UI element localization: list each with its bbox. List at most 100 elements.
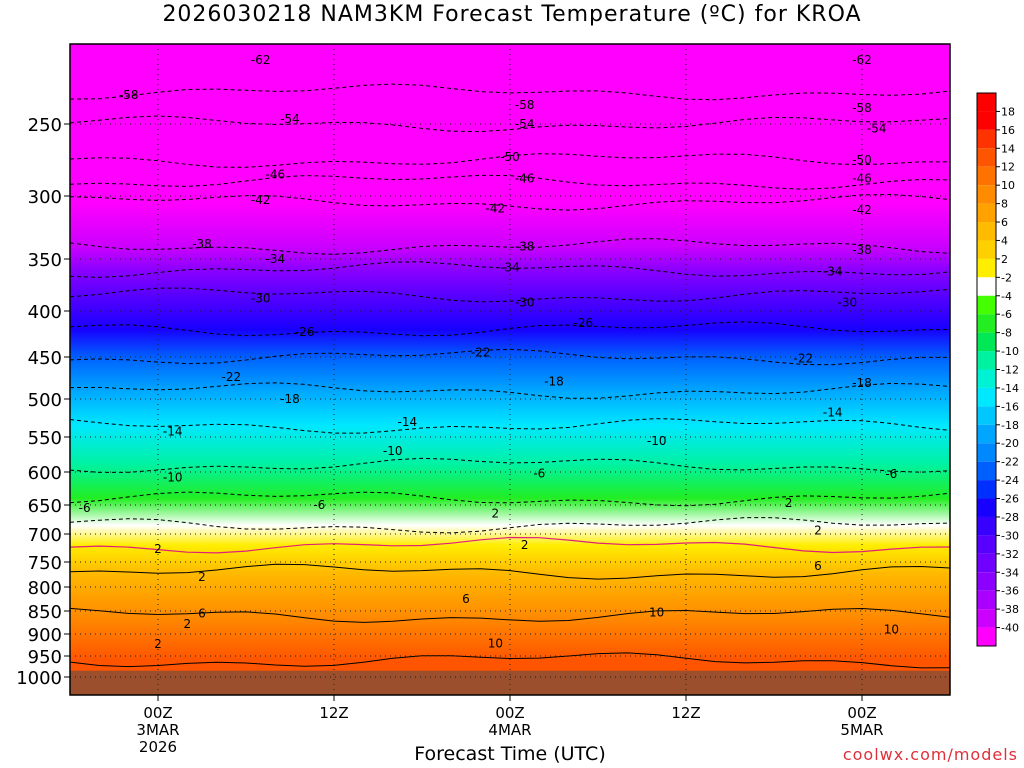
contour-label: -46 xyxy=(515,172,535,186)
y-tick-label: 650 xyxy=(28,496,62,517)
isotherm-line xyxy=(70,153,950,168)
colorbar-swatch xyxy=(977,627,996,646)
credit-link[interactable]: coolwx.com/models xyxy=(842,745,1018,764)
contour-label: -54 xyxy=(515,117,535,131)
contour-label: 2 xyxy=(184,617,192,631)
contour-label: 2 xyxy=(785,496,793,510)
colorbar-swatch xyxy=(977,111,996,130)
colorbar: 18 16 14 12 10 8 6 4 2 -2 -4 -6 -8 -10 -12 -14 -16 -18 -20… xyxy=(976,92,1019,647)
contour-label: -42 xyxy=(251,193,271,207)
colorbar-swatch xyxy=(977,424,996,444)
colorbar-label: 2 xyxy=(1001,253,1008,266)
colorbar-swatch xyxy=(977,387,996,407)
contour-label: -30 xyxy=(838,296,858,310)
plot-area: -62 -62-58-58 -58-54 -54 -54-50 -50-46 -46 -46-… xyxy=(69,43,951,696)
colorbar-swatch xyxy=(977,516,996,536)
y-tick-label: 750 xyxy=(28,553,62,574)
isotherm-line xyxy=(70,536,950,554)
contour-label: -42 xyxy=(486,202,506,216)
x-tick-label: 4MAR xyxy=(488,721,531,739)
colorbar-label: -10 xyxy=(1001,345,1019,358)
contour-label: -14 xyxy=(163,425,183,439)
y-tick-label: 800 xyxy=(28,578,62,599)
colorbar-swatch xyxy=(977,590,996,610)
isotherm-line xyxy=(70,517,950,534)
colorbar-swatch xyxy=(977,240,996,259)
colorbar-label: 4 xyxy=(1001,234,1008,247)
contour-label: -18 xyxy=(280,392,300,406)
x-axis-title: Forecast Time (UTC) xyxy=(414,743,606,765)
y-tick-label: 450 xyxy=(28,348,62,369)
contour-label: -46 xyxy=(852,172,872,186)
colorbar-swatch xyxy=(977,332,996,352)
contour-label: -62 xyxy=(852,53,872,67)
colorbar-label: -34 xyxy=(1001,566,1019,579)
colorbar-label: -30 xyxy=(1001,529,1019,542)
contour-label: -26 xyxy=(574,316,594,330)
colorbar-swatch xyxy=(977,166,996,186)
contour-label: -58 xyxy=(515,98,535,112)
colorbar-label: 18 xyxy=(1001,105,1015,118)
contour-label: 2 xyxy=(154,542,162,556)
colorbar-label: -22 xyxy=(1001,456,1019,469)
contour-label: -62 xyxy=(251,53,271,67)
contour-label: -10 xyxy=(647,434,667,448)
colorbar-swatch xyxy=(977,129,996,149)
colorbar-label: -40 xyxy=(1001,622,1019,635)
contour-label: -10 xyxy=(163,470,183,484)
isotherm-line xyxy=(70,457,950,473)
colorbar-label: -18 xyxy=(1001,419,1019,432)
colorbar-label: -6 xyxy=(1001,308,1012,321)
colorbar-swatch xyxy=(977,314,996,333)
isotherm-line xyxy=(70,287,950,303)
colorbar-swatch xyxy=(977,295,996,315)
y-tick-label: 900 xyxy=(28,625,62,646)
isotherm-line xyxy=(70,261,950,278)
contour-label: -6 xyxy=(533,466,545,480)
colorbar-label: -8 xyxy=(1001,327,1012,340)
x-tick-label: 5MAR xyxy=(840,721,883,739)
contour-label: -50 xyxy=(500,150,520,164)
contour-label: -30 xyxy=(515,296,535,310)
contour-label: 10 xyxy=(884,622,899,636)
colorbar-label: -26 xyxy=(1001,493,1019,506)
colorbar-swatch xyxy=(977,535,996,554)
colorbar-swatch xyxy=(977,461,996,481)
contour-label: 2 xyxy=(814,524,822,538)
x-tick-label: 00Z xyxy=(495,704,524,722)
colorbar-swatch xyxy=(977,498,996,517)
isotherm-line xyxy=(70,563,950,580)
colorbar-label: -16 xyxy=(1001,400,1019,413)
colorbar-swatch xyxy=(977,351,996,370)
colorbar-label: -24 xyxy=(1001,474,1019,487)
colorbar-label: 12 xyxy=(1001,161,1015,174)
contour-label: -18 xyxy=(852,376,872,390)
y-tick-label: 500 xyxy=(28,390,62,411)
x-tick-label: 00Z xyxy=(143,704,172,722)
y-tick-label: 300 xyxy=(28,187,62,208)
colorbar-swatch xyxy=(977,148,996,167)
contour-label: -46 xyxy=(266,167,286,181)
isotherm-line xyxy=(70,83,950,101)
colorbar-swatch xyxy=(977,572,996,591)
contour-label: -58 xyxy=(119,88,139,102)
colorbar-swatch xyxy=(977,93,996,112)
x-tick-label: 2026 xyxy=(139,738,177,756)
colorbar-swatch xyxy=(977,553,996,573)
colorbar-label: 14 xyxy=(1001,142,1015,155)
contour-label: -58 xyxy=(852,101,872,115)
colorbar-label: -12 xyxy=(1001,364,1019,377)
y-tick-label: 250 xyxy=(28,115,62,136)
colorbar-swatch xyxy=(977,277,996,296)
colorbar-label: -2 xyxy=(1001,271,1012,284)
colorbar-label: 10 xyxy=(1001,179,1015,192)
contour-label: -38 xyxy=(192,237,212,251)
contour-label: -34 xyxy=(500,260,520,274)
isotherm-line xyxy=(70,238,950,255)
y-tick-label: 600 xyxy=(28,463,62,484)
colorbar-swatch xyxy=(977,406,996,425)
contour-label: 2 xyxy=(198,570,206,584)
contour-label: 2 xyxy=(521,538,529,552)
